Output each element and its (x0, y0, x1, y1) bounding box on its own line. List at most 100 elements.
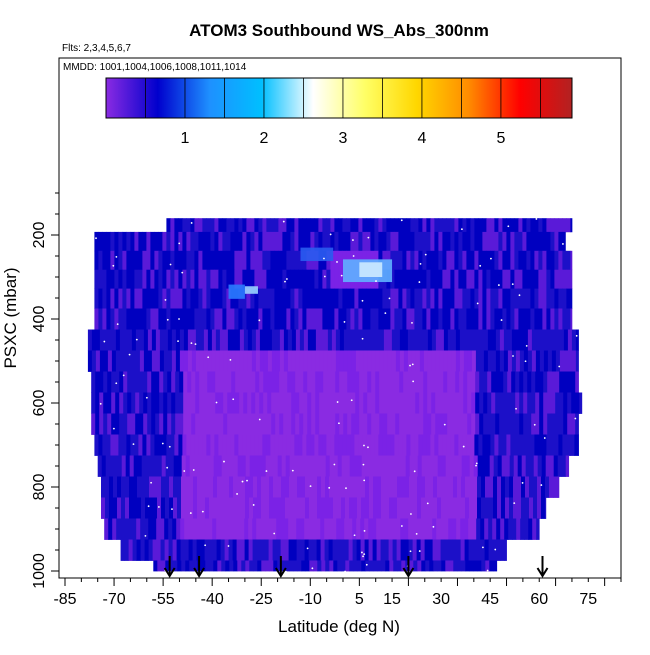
heatmap-cell (251, 393, 255, 414)
heatmap-cell (326, 456, 330, 477)
heatmap-cell (553, 477, 557, 498)
heatmap-cell (323, 372, 327, 393)
y-tick-label: 200 (31, 222, 48, 249)
heatmap-cell (144, 330, 148, 351)
heatmap-cell (570, 251, 572, 270)
heatmap-cell (566, 270, 570, 289)
heatmap-cell (462, 251, 466, 270)
heatmap-cell (376, 519, 380, 540)
heatmap-cell (526, 251, 530, 270)
heatmap-cell (485, 498, 489, 519)
heatmap-cell (230, 218, 234, 232)
heatmap-cell (134, 232, 138, 251)
heatmap-cell (100, 351, 104, 372)
heatmap-cell (194, 232, 198, 251)
heatmap-cell (291, 372, 295, 393)
heatmap-cell (394, 456, 398, 477)
heatmap-cell (98, 456, 102, 477)
heatmap-cell (538, 232, 542, 251)
heatmap-cell (474, 218, 478, 232)
heatmap-cell (210, 289, 214, 309)
heatmap-cell (99, 414, 103, 435)
heatmap-cell (332, 519, 336, 540)
heatmap-cell (330, 435, 334, 456)
heatmap-cell (526, 456, 530, 477)
heatmap-cell (445, 498, 449, 519)
heatmap-cell (341, 477, 345, 498)
heatmap-cell (461, 498, 465, 519)
heatmap-cell (545, 498, 546, 519)
heatmap-cell (157, 477, 161, 498)
heatmap-cell (170, 270, 174, 289)
heatmap-cell (264, 351, 268, 372)
heatmap-cell (286, 289, 290, 309)
heatmap-cell (404, 519, 408, 540)
heatmap-cell (370, 435, 374, 456)
heatmap-cell (453, 498, 457, 519)
heatmap-cell (393, 477, 397, 498)
heatmap-cell (567, 414, 571, 435)
heatmap-cell (552, 330, 556, 351)
heatmap-cell (530, 309, 534, 330)
heatmap-cell (528, 351, 532, 372)
heatmap-cell (532, 330, 536, 351)
heatmap-cell (519, 414, 523, 435)
heatmap-cell (378, 218, 382, 232)
sample-dot (191, 342, 193, 344)
heatmap-cell (550, 435, 554, 456)
heatmap-highlight (300, 248, 333, 261)
heatmap-cell (364, 519, 368, 540)
sample-dot (384, 312, 386, 314)
heatmap-cell (175, 414, 179, 435)
heatmap-cell (427, 414, 431, 435)
heatmap-cell (275, 372, 279, 393)
heatmap-cell (319, 393, 323, 414)
heatmap-cell (200, 519, 204, 540)
heatmap-cell (141, 540, 145, 561)
heatmap-cell (336, 519, 340, 540)
heatmap-cell (398, 232, 402, 251)
heatmap-cell (99, 393, 103, 414)
heatmap-cell (360, 519, 364, 540)
heatmap-cell (324, 351, 328, 372)
heatmap-cell (213, 498, 217, 519)
heatmap-cell (466, 218, 470, 232)
heatmap-cell (339, 393, 343, 414)
heatmap-cell (531, 372, 535, 393)
heatmap-cell (473, 561, 477, 572)
heatmap-cell (154, 309, 158, 330)
heatmap-cell (422, 251, 426, 270)
heatmap-cell (265, 498, 269, 519)
heatmap-cell (479, 393, 483, 414)
heatmap-cell (259, 393, 263, 414)
heatmap-cell (559, 393, 563, 414)
heatmap-cell (177, 498, 181, 519)
heatmap-cell (166, 456, 170, 477)
heatmap-cell (576, 330, 579, 351)
heatmap-cell (343, 414, 347, 435)
heatmap-cell (431, 372, 435, 393)
heatmap-cell (277, 477, 281, 498)
heatmap-cell (176, 519, 180, 540)
heatmap-cell (478, 232, 482, 251)
heatmap-cell (544, 330, 548, 351)
heatmap-cell (143, 414, 147, 435)
heatmap-cell (355, 372, 359, 393)
heatmap-cell (252, 351, 256, 372)
heatmap-cell (412, 351, 416, 372)
heatmap-cell (446, 218, 450, 232)
heatmap-cell (365, 540, 369, 561)
heatmap-cell (467, 414, 471, 435)
heatmap-cell (120, 351, 124, 372)
heatmap-cell (348, 351, 352, 372)
heatmap-cell (449, 540, 453, 561)
heatmap-cell (297, 540, 301, 561)
heatmap-cell (402, 251, 406, 270)
heatmap-cell (342, 309, 346, 330)
heatmap-cell (446, 435, 450, 456)
heatmap-cell (481, 477, 485, 498)
heatmap-cell (302, 218, 306, 232)
heatmap-cell (292, 330, 296, 351)
heatmap-cell (294, 289, 298, 309)
heatmap-cell (500, 351, 504, 372)
